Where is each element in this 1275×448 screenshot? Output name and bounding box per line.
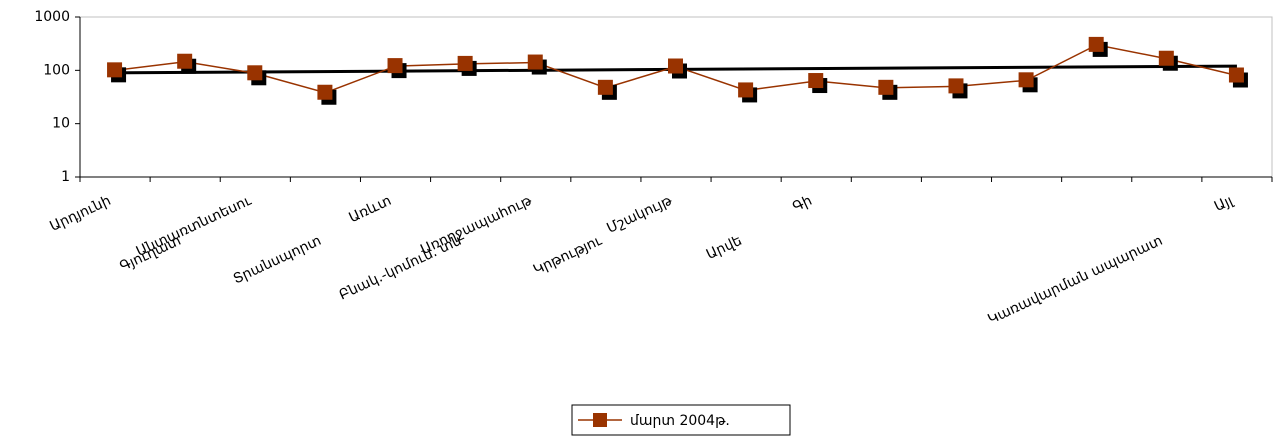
x-tick-label: Կառավարման ապարատ bbox=[985, 233, 1165, 328]
marker bbox=[457, 55, 473, 71]
marker bbox=[597, 79, 613, 95]
marker bbox=[1228, 67, 1244, 83]
x-tick-label: Անտառտնտեսու bbox=[134, 192, 255, 260]
y-tick-label: 1 bbox=[61, 169, 70, 185]
legend-marker bbox=[593, 413, 607, 427]
marker bbox=[668, 58, 683, 74]
marker bbox=[878, 79, 894, 95]
x-tick-label: Գի bbox=[790, 193, 814, 216]
marker bbox=[387, 58, 403, 74]
marker bbox=[177, 53, 193, 69]
marker bbox=[1018, 72, 1034, 88]
marker bbox=[107, 62, 123, 78]
marker bbox=[738, 82, 754, 98]
y-tick-label: 1000 bbox=[34, 9, 70, 25]
x-tick-label: Արդյունի bbox=[47, 193, 113, 235]
x-tick-label: Արվե bbox=[704, 233, 745, 263]
y-tick-label: 100 bbox=[43, 62, 70, 78]
x-tick-label: Առողջապահութ bbox=[418, 192, 535, 258]
y-tick-label: 10 bbox=[52, 116, 70, 132]
legend-box bbox=[571, 404, 791, 436]
marker bbox=[1158, 50, 1174, 66]
x-tick-label: Կրթությու bbox=[531, 232, 605, 278]
x-tick-label: Տրանսպորտ bbox=[231, 233, 324, 288]
marker bbox=[317, 84, 333, 100]
legend-label: մարտ 2004թ. bbox=[630, 413, 730, 429]
marker bbox=[527, 54, 543, 70]
x-tick-label: Առևտ bbox=[347, 193, 394, 226]
x-tick-label: Այլ bbox=[1212, 192, 1236, 215]
marker bbox=[247, 65, 263, 81]
marker bbox=[1088, 36, 1104, 52]
marker bbox=[808, 73, 824, 89]
x-tick-label: Մշակույթ bbox=[604, 192, 675, 236]
marker bbox=[948, 78, 964, 94]
